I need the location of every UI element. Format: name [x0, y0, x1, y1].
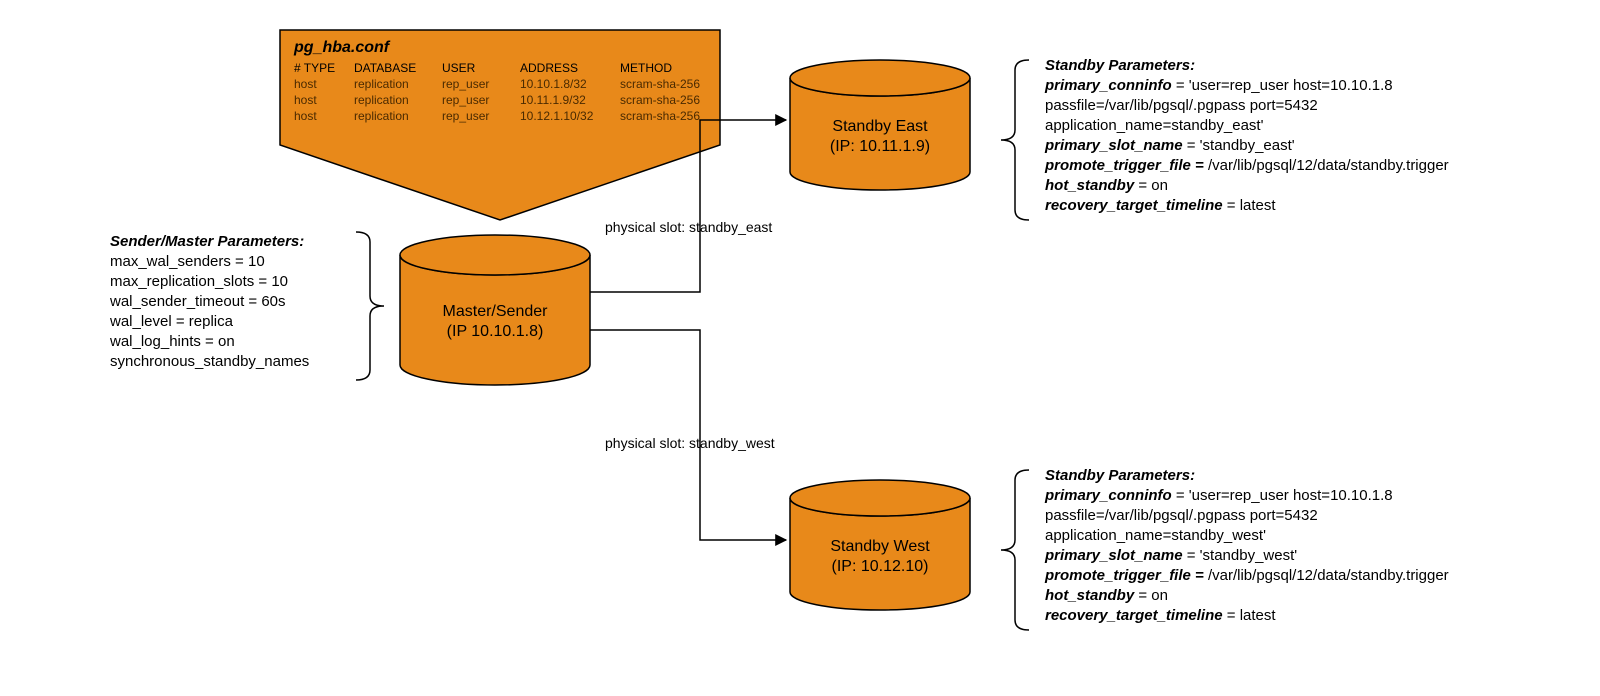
master-param: synchronous_standby_names	[110, 353, 309, 370]
pg-hba-cell: 10.12.1.10/32	[520, 109, 594, 123]
standby-west-param: promote_trigger_file = /var/lib/pgsql/12…	[1044, 567, 1449, 584]
standby-east-param: application_name=standby_east'	[1045, 117, 1264, 134]
brace-master-params	[356, 232, 384, 380]
standby-east-cylinder: Standby East (IP: 10.11.1.9)	[790, 60, 970, 190]
standby-west-param: primary_conninfo = 'user=rep_user host=1…	[1044, 487, 1393, 504]
pg-hba-callout: pg_hba.conf # TYPE DATABASE USER ADDRESS METH…	[280, 30, 720, 220]
brace-east-params	[1001, 60, 1029, 220]
master-param: max_wal_senders = 10	[110, 253, 265, 270]
standby-east-ip: (IP: 10.11.1.9)	[830, 138, 930, 155]
standby-west-params-title: Standby Parameters:	[1045, 467, 1195, 484]
standby-west-param: passfile=/var/lib/pgsql/.pgpass port=543…	[1045, 507, 1318, 524]
standby-west-param: hot_standby = on	[1045, 587, 1168, 604]
master-param: wal_sender_timeout = 60s	[109, 293, 286, 310]
standby-east-param: hot_standby = on	[1045, 177, 1168, 194]
pg-hba-cell: rep_user	[442, 77, 489, 91]
pg-hba-header: DATABASE	[354, 61, 416, 75]
pg-hba-cell: host	[294, 77, 317, 91]
pg-hba-cell: host	[294, 93, 317, 107]
standby-west-param: application_name=standby_west'	[1045, 527, 1266, 544]
pg-hba-cell: scram-sha-256	[620, 93, 700, 107]
pg-hba-cell: host	[294, 109, 317, 123]
standby-east-param: primary_slot_name = 'standby_east'	[1044, 137, 1295, 154]
standby-west-param: recovery_target_timeline = latest	[1045, 607, 1276, 624]
pg-hba-cell: 10.10.1.8/32	[520, 77, 587, 91]
pg-hba-cell: 10.11.1.9/32	[520, 93, 586, 107]
standby-east-param: promote_trigger_file = /var/lib/pgsql/12…	[1044, 157, 1449, 174]
pg-hba-cell: rep_user	[442, 109, 489, 123]
pg-hba-cell: scram-sha-256	[620, 77, 700, 91]
pg-hba-cell: replication	[354, 77, 409, 91]
pg-hba-header: USER	[442, 61, 476, 75]
slot-label-west: physical slot: standby_west	[605, 435, 775, 451]
standby-east-param: primary_conninfo = 'user=rep_user host=1…	[1044, 77, 1393, 94]
standby-west-label: Standby West	[830, 538, 930, 555]
standby-east-param: passfile=/var/lib/pgsql/.pgpass port=543…	[1045, 97, 1318, 114]
standby-west-param: primary_slot_name = 'standby_west'	[1044, 547, 1297, 564]
pg-hba-header: # TYPE	[294, 61, 335, 75]
master-ip: (IP 10.10.1.8)	[447, 323, 544, 340]
master-params-title: Sender/Master Parameters:	[110, 233, 304, 250]
standby-east-param: recovery_target_timeline = latest	[1045, 197, 1276, 214]
pg-hba-cell: scram-sha-256	[620, 109, 700, 123]
pg-hba-cell: replication	[354, 109, 409, 123]
master-param: wal_log_hints = on	[109, 333, 235, 350]
pg-hba-title: pg_hba.conf	[293, 39, 391, 56]
brace-west-params	[1001, 470, 1029, 630]
standby-east-params-title: Standby Parameters:	[1045, 57, 1195, 74]
master-param: wal_level = replica	[109, 313, 234, 330]
pg-hba-cell: rep_user	[442, 93, 489, 107]
pg-hba-header: METHOD	[620, 61, 672, 75]
standby-east-label: Standby East	[832, 118, 928, 135]
master-param: max_replication_slots = 10	[110, 273, 288, 290]
master-label: Master/Sender	[443, 303, 549, 320]
standby-west-ip: (IP: 10.12.10)	[832, 558, 929, 575]
master-cylinder: Master/Sender (IP 10.10.1.8)	[400, 235, 590, 385]
pg-hba-cell: replication	[354, 93, 409, 107]
slot-label-east: physical slot: standby_east	[605, 219, 772, 235]
pg-hba-header: ADDRESS	[520, 61, 578, 75]
standby-west-cylinder: Standby West (IP: 10.12.10)	[790, 480, 970, 610]
